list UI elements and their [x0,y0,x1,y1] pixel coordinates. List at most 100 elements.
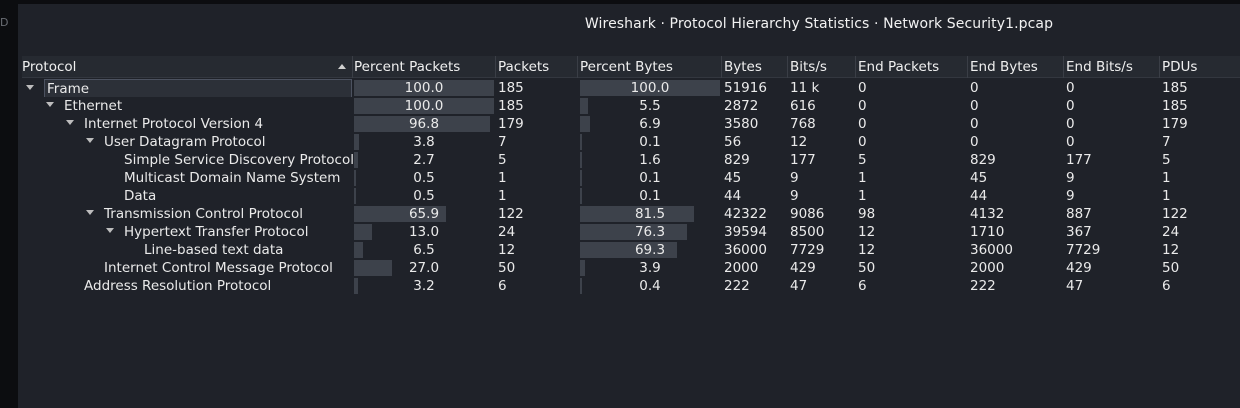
end-packets-cell: 6 [858,278,867,294]
column-header-end-bits-s[interactable]: End Bits/s [1066,56,1160,78]
percent-bytes-bar [580,188,582,204]
table-row[interactable]: Hypertext Transfer Protocol 13.0 76.3 24 395… [22,223,1240,241]
protocol-hierarchy-table[interactable]: Protocol Percent Packets Packets Percent… [22,56,1240,408]
end-bits-s-cell: 177 [1066,152,1092,168]
table-row[interactable]: Line-based text data 6.5 69.3 12 36000 7729 12… [22,241,1240,259]
table-row[interactable]: Multicast Domain Name System 0.5 0.1 1 45 9 1 4… [22,169,1240,187]
bits-s-cell: 9 [790,170,799,186]
protocol-name: Simple Service Discovery Protocol [124,152,353,168]
bits-s-cell: 429 [790,260,816,276]
percent-bytes-bar-value: 6.9 [639,116,661,132]
window-titlebar[interactable]: Wireshark · Protocol Hierarchy Statistic… [18,4,1240,44]
percent-bytes-bar-cell: 6.9 [580,116,720,132]
table-row[interactable]: Ethernet 100.0 5.5 185 2872 616 0 0 0 185 [22,97,1240,115]
end-packets-cell: 0 [858,80,867,96]
percent-bytes-bar-value: 1.6 [639,152,661,168]
percent-packets-bar [354,98,494,114]
percent-bytes-bar-value: 69.3 [634,242,666,258]
protocol-cell[interactable]: Line-based text data [126,241,353,259]
pdus-cell: 1 [1162,188,1171,204]
column-header-pdus[interactable]: PDUs [1162,59,1198,75]
end-packets-cell: 0 [858,98,867,114]
percent-packets-bar-cell: 27.0 [354,260,494,276]
column-header-end-bytes[interactable]: End Bytes [970,56,1064,78]
expand-arrow-icon[interactable] [66,119,74,125]
percent-packets-bar [354,242,364,258]
bytes-cell: 51916 [724,80,767,96]
end-bits-s-cell: 9 [1066,170,1075,186]
expand-arrow-icon[interactable] [106,227,114,233]
percent-bytes-bar-cell: 69.3 [580,242,720,258]
expand-arrow-icon[interactable] [86,137,94,143]
end-bits-s-cell: 9 [1066,188,1075,204]
column-header-protocol[interactable]: Protocol [22,56,353,78]
protocol-cell[interactable]: Data [106,187,353,205]
table-row[interactable]: Simple Service Discovery Protocol 2.7 1.6 5… [22,151,1240,169]
end-bits-s-cell: 887 [1066,206,1092,222]
protocol-name: Frame [44,79,352,97]
column-header-percent-bytes[interactable]: Percent Bytes [580,56,722,78]
percent-packets-bar-value: 96.8 [408,116,440,132]
protocol-cell[interactable]: Frame [26,79,353,97]
bytes-cell: 44 [724,188,742,204]
protocol-cell[interactable]: Internet Protocol Version 4 [66,115,353,133]
bytes-cell: 45 [724,170,742,186]
column-header-percent-packets[interactable]: Percent Packets [354,56,496,78]
column-header-bytes[interactable]: Bytes [724,56,788,78]
percent-packets-bar-cell: 0.5 [354,170,494,186]
expand-arrow-icon[interactable] [86,209,94,215]
packets-cell: 185 [498,98,524,114]
pdus-cell: 12 [1162,242,1180,258]
protocol-cell[interactable]: Ethernet [46,97,353,115]
protocol-cell[interactable]: Address Resolution Protocol [66,277,353,295]
percent-packets-bar [354,170,356,186]
table-row[interactable]: Internet Control Message Protocol 27.0 3.9… [22,259,1240,277]
bytes-cell: 2872 [724,98,759,114]
protocol-cell[interactable]: Transmission Control Protocol [86,205,353,223]
percent-bytes-bar-value: 76.3 [634,224,666,240]
bytes-cell: 222 [724,278,750,294]
bytes-cell: 56 [724,134,742,150]
percent-packets-bar [354,152,358,168]
end-packets-cell: 98 [858,206,876,222]
percent-packets-bar-cell: 100.0 [354,98,494,114]
expand-arrow-icon[interactable] [46,101,54,107]
percent-packets-bar-value: 13.0 [408,224,440,240]
table-header: Protocol Percent Packets Packets Percent… [22,56,1240,78]
column-header-bits-s[interactable]: Bits/s [790,56,856,78]
bits-s-cell: 9 [790,188,799,204]
table-row[interactable]: Internet Protocol Version 4 96.8 6.9 179 358… [22,115,1240,133]
end-bytes-cell: 829 [970,152,996,168]
protocol-cell[interactable]: Internet Control Message Protocol [86,259,353,277]
table-row[interactable]: Address Resolution Protocol 3.2 0.4 6 222 47 6… [22,277,1240,295]
percent-packets-bar-value: 0.5 [413,188,435,204]
end-bytes-cell: 0 [970,98,979,114]
packets-cell: 5 [498,152,507,168]
end-bytes-cell: 44 [970,188,988,204]
column-header-end-packets[interactable]: End Packets [858,56,968,78]
percent-bytes-bar-value: 0.1 [639,188,661,204]
table-row[interactable]: User Datagram Protocol 3.8 0.1 7 56 12 0 0 0 7 [22,133,1240,151]
end-bytes-cell: 1710 [970,224,1005,240]
protocol-cell[interactable]: User Datagram Protocol [86,133,353,151]
expand-arrow-icon[interactable] [26,84,34,90]
protocol-cell[interactable]: Hypertext Transfer Protocol [106,223,353,241]
percent-bytes-bar-value: 0.1 [639,134,661,150]
percent-bytes-bar-cell: 81.5 [580,206,720,222]
protocol-cell[interactable]: Multicast Domain Name System [106,169,353,187]
bytes-cell: 829 [724,152,750,168]
percent-bytes-bar-cell: 3.9 [580,260,720,276]
bits-s-cell: 7729 [790,242,825,258]
pdus-cell: 6 [1162,278,1171,294]
table-row[interactable]: Transmission Control Protocol 65.9 81.5 122… [22,205,1240,223]
protocol-cell[interactable]: Simple Service Discovery Protocol [106,151,353,169]
percent-packets-bar [354,260,392,276]
table-row[interactable]: Frame 100.0 100.0 185 51916 11 k 0 0 0 185 [22,79,1240,97]
column-header-packets[interactable]: Packets [498,56,578,78]
desktop-background-strip: D [0,0,18,408]
pdus-cell: 1 [1162,170,1171,186]
table-row[interactable]: Data 0.5 0.1 1 44 9 1 44 9 1 [22,187,1240,205]
packets-cell: 7 [498,134,507,150]
percent-bytes-bar [580,98,588,114]
end-packets-cell: 5 [858,152,867,168]
